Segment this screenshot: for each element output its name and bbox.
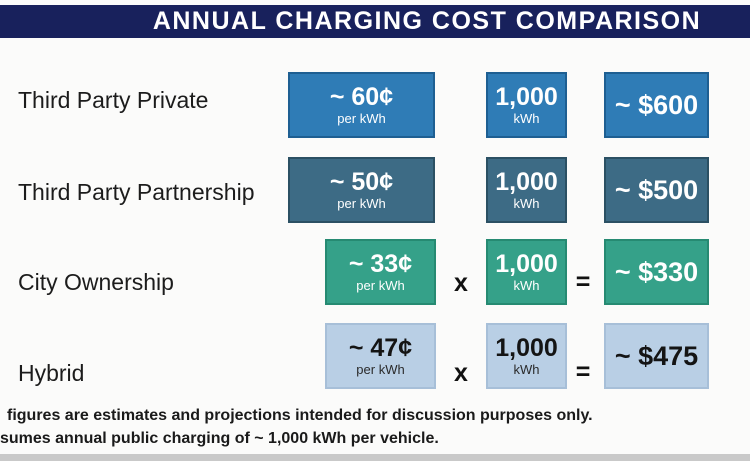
usage-value: 1,000 [495, 168, 558, 196]
rate-value: ~ 50¢ [329, 168, 394, 196]
usage-value: 1,000 [495, 334, 558, 362]
total-value: ~ $600 [614, 90, 699, 120]
equals-operator: = [575, 268, 591, 296]
usage-box-hybrid: 1,000 kWh [486, 323, 567, 389]
rate-unit: per kWh [356, 278, 405, 293]
total-value: ~ $330 [614, 257, 699, 287]
total-box-third-party-partnership: ~ $500 [604, 157, 709, 223]
usage-value: 1,000 [495, 250, 558, 278]
rate-box-third-party-private: ~ 60¢ per kWh [288, 72, 435, 138]
total-box-city-ownership: ~ $330 [604, 239, 709, 305]
bottom-bar [0, 454, 750, 461]
equals-operator: = [575, 358, 591, 386]
rate-box-city-ownership: ~ 33¢ per kWh [325, 239, 436, 305]
rate-unit: per kWh [337, 196, 386, 211]
rate-unit: per kWh [337, 111, 386, 126]
usage-box-third-party-private: 1,000 kWh [486, 72, 567, 138]
rate-value: ~ 47¢ [348, 334, 413, 362]
usage-box-city-ownership: 1,000 kWh [486, 239, 567, 305]
total-value: ~ $475 [614, 341, 699, 371]
usage-unit: kWh [513, 362, 540, 377]
total-box-third-party-private: ~ $600 [604, 72, 709, 138]
rate-unit: per kWh [356, 362, 405, 377]
usage-unit: kWh [513, 111, 540, 126]
rate-value: ~ 33¢ [348, 250, 413, 278]
total-box-hybrid: ~ $475 [604, 323, 709, 389]
total-value: ~ $500 [614, 175, 699, 205]
rate-value: ~ 60¢ [329, 83, 394, 111]
row-label-third-party-partnership: Third Party Partnership [18, 179, 255, 205]
usage-box-third-party-partnership: 1,000 kWh [486, 157, 567, 223]
row-label-third-party-private: Third Party Private [18, 87, 209, 113]
rate-box-third-party-partnership: ~ 50¢ per kWh [288, 157, 435, 223]
multiply-operator: x [454, 269, 468, 297]
title-bar: ANNUAL CHARGING COST COMPARISON [0, 5, 750, 38]
footnote-line-2: sumes annual public charging of ~ 1,000 … [0, 430, 439, 447]
usage-value: 1,000 [495, 83, 558, 111]
footnote-line-1: figures are estimates and projections in… [7, 407, 593, 424]
slide-title: ANNUAL CHARGING COST COMPARISON [152, 7, 702, 35]
rate-box-hybrid: ~ 47¢ per kWh [325, 323, 436, 389]
row-label-city-ownership: City Ownership [18, 269, 174, 295]
multiply-operator: x [454, 359, 468, 387]
usage-unit: kWh [513, 278, 540, 293]
usage-unit: kWh [513, 196, 540, 211]
row-label-hybrid: Hybrid [18, 360, 85, 386]
